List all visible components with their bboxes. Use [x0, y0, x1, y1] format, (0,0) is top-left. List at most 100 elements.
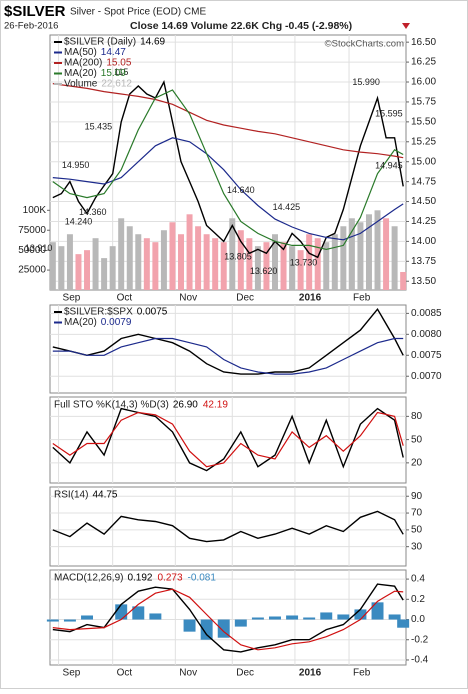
legend-label: MA(200)	[64, 58, 102, 69]
legend-value: 15.05	[106, 58, 131, 69]
panel-frame	[49, 304, 407, 394]
x-tick-label: Sep	[63, 668, 81, 679]
bar	[286, 615, 299, 620]
bar	[371, 602, 384, 620]
bar	[263, 242, 270, 290]
series-line	[52, 588, 404, 651]
bar	[75, 254, 82, 290]
bar	[58, 246, 65, 290]
bar	[246, 238, 253, 290]
y-tick-label: 15.50	[411, 117, 436, 128]
bar	[340, 226, 347, 290]
bar	[272, 234, 278, 290]
bar	[383, 218, 390, 290]
bar	[337, 614, 350, 620]
panel-frame	[49, 34, 407, 291]
y-tick-label: 16.50	[411, 37, 436, 48]
series-line	[52, 510, 404, 543]
price-annotation: 15.595	[375, 109, 403, 119]
price-annotation: 14.425	[273, 202, 301, 212]
bar	[388, 614, 401, 620]
legend-value: 26.90	[173, 400, 198, 411]
bar	[160, 230, 167, 290]
x-tick-label: Feb	[353, 668, 371, 679]
bar	[135, 234, 142, 290]
bar	[186, 214, 193, 290]
bar	[306, 234, 313, 290]
bar	[195, 226, 202, 290]
instrument-name: Silver - Spot Price (EOD) CME	[70, 7, 206, 18]
quote: Close 14.69 Volume 22.6K Chg -0.45 (-2.9…	[130, 20, 352, 32]
legend-label: MA(50)	[64, 47, 97, 58]
bar	[289, 246, 296, 290]
legend-label: $SILVER (Daily)	[64, 37, 136, 48]
y-tick-label: 14.50	[411, 196, 436, 207]
bar	[297, 250, 304, 290]
legend-value: 0.0075	[137, 307, 168, 318]
bar	[126, 226, 133, 290]
series-line	[52, 411, 404, 468]
series-line	[52, 583, 404, 653]
price-annotation: 15.990	[352, 77, 380, 87]
bar	[303, 617, 316, 620]
bar	[109, 246, 116, 290]
bar	[391, 226, 398, 290]
price-annotation: 14.240	[65, 217, 93, 227]
price-annotation: 14.950	[62, 160, 90, 170]
bar	[234, 619, 247, 627]
panel-title: Full STO %K(14,3) %D(3)	[54, 400, 169, 411]
legend-value: 22,612	[101, 79, 132, 90]
y-tick-label: 0.0070	[411, 371, 442, 382]
y-tick-label: 0.0	[411, 614, 425, 625]
legend-value: 42.19	[203, 400, 228, 411]
bar	[84, 250, 91, 290]
price-annotation: 14.640	[227, 185, 255, 195]
bar	[269, 616, 281, 620]
legend-value: 14.69	[140, 37, 165, 48]
bar	[220, 242, 227, 290]
bar	[49, 242, 56, 290]
price-annotation: 14.945	[375, 160, 403, 170]
bar	[183, 619, 196, 632]
bar	[63, 619, 76, 622]
bar	[92, 238, 99, 290]
x-tick-label: Dec	[236, 668, 254, 679]
y-tick-label: 0.0075	[411, 350, 442, 361]
x-tick-label: Feb	[353, 293, 371, 304]
bar	[212, 238, 219, 290]
price-annotation: 14.360	[79, 207, 107, 217]
price-annotation: 115	[114, 67, 128, 77]
y-tick-label: -0.4	[411, 655, 429, 666]
y-tick-label: 14.25	[411, 216, 436, 227]
x-tick-label: 2016	[299, 668, 322, 679]
panel-frame	[49, 486, 407, 567]
x-tick-label: Nov	[179, 668, 197, 679]
price-annotation: 13.910	[25, 243, 53, 253]
bar	[149, 613, 162, 620]
down-arrow	[402, 23, 410, 29]
bar	[81, 615, 94, 620]
bar	[331, 234, 338, 290]
bar	[323, 242, 330, 290]
series-line	[52, 337, 404, 375]
bar	[118, 218, 125, 290]
x-tick-label: Nov	[179, 293, 197, 304]
y-tick-label: 15.00	[411, 156, 436, 167]
y-tick-label: 80	[411, 411, 423, 422]
credit: ©StockCharts.com	[325, 39, 404, 50]
bar	[46, 619, 59, 622]
x-tick-label: Dec	[236, 293, 254, 304]
y2-tick-label: 75000	[18, 225, 46, 236]
bar	[254, 246, 261, 290]
bar	[152, 242, 159, 290]
price-annotation: 13.620	[250, 266, 278, 276]
y-tick-label: 70	[411, 508, 423, 519]
legend-value: -0.081	[188, 573, 217, 584]
y-tick-label: 0.4	[411, 574, 425, 585]
y-tick-label: 14.00	[411, 236, 436, 247]
legend-label: Volume	[64, 79, 98, 90]
y-tick-label: 20	[411, 457, 423, 468]
bar	[200, 619, 213, 640]
bar	[251, 617, 264, 620]
